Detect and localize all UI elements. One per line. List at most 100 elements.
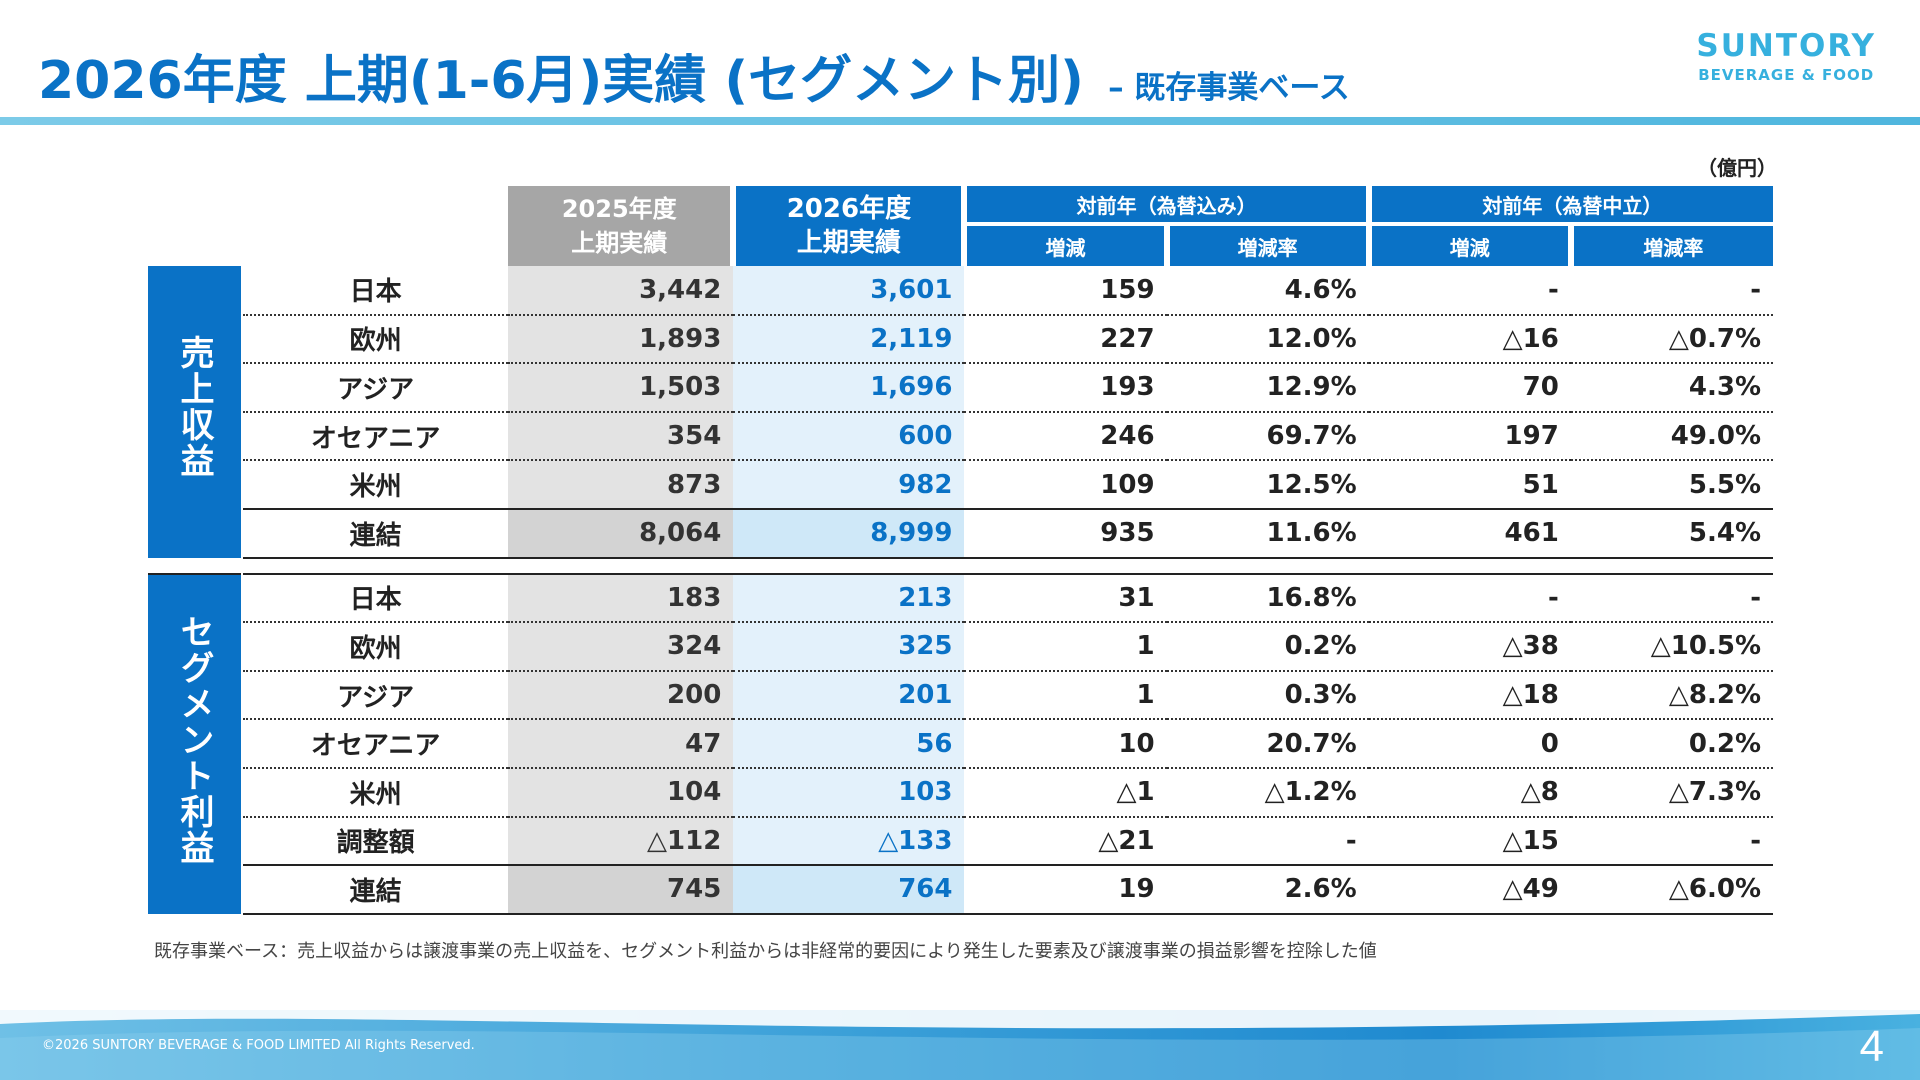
cell-change-neutral: 197 [1368,411,1571,462]
header-2026-line2: 上期実績 [796,228,901,258]
cell-change-rate-neutral: △10.5% [1570,622,1773,672]
cell-change: △21 [964,816,1167,867]
cell-2026: 56 [733,719,965,769]
cell-2026: 325 [733,622,965,672]
row-label: 米州 [242,460,509,510]
cell-2025: 873 [508,460,734,510]
row-label: 日本 [242,266,509,316]
cell-change-neutral: △18 [1368,670,1571,721]
footnote: 既存事業ベース：売上収益からは譲渡事業の売上収益を、セグメント利益からは非経常的… [154,941,1377,962]
cell-change-rate-neutral: - [1570,572,1773,624]
section-spacer [148,557,1773,574]
header-2026-line1: 2026年度 [786,194,912,224]
table-row: オセアニア 47 56 10 20.7% 0 0.2% [148,719,1773,769]
cell-change: 1 [964,670,1167,721]
cell-change-rate: 12.0% [1166,314,1369,365]
row-label: 調整額 [242,816,509,867]
cell-2025: 200 [508,670,734,721]
header-change: 増減 [964,224,1170,266]
cell-2026: 201 [733,670,965,721]
cell-change: 31 [964,572,1167,624]
section-side-label: 売上収益 [148,266,244,558]
cell-2025: 104 [508,767,734,818]
table-row: 米州 873 982 109 12.5% 51 5.5% [148,460,1773,510]
cell-change-neutral: - [1368,266,1571,316]
cell-2025: 745 [508,864,734,915]
cell-2025: 1,893 [508,314,734,365]
row-label: オセアニア [242,411,509,462]
results-table-container: 2025年度 上期実績 2026年度 上期実績 対前年（為替込み） 対前年（為替… [148,186,1773,915]
header-2026-h1: 2026年度 上期実績 [733,186,968,266]
cell-change: 10 [964,719,1167,769]
cell-change-rate-neutral: 49.0% [1570,411,1773,462]
cell-2026: 2,119 [733,314,965,365]
table-body: 売上収益 日本 3,442 3,601 159 4.6% - - 欧州 1,893 2,119 227… [148,266,1773,915]
cell-change-rate-neutral: △8.2% [1570,670,1773,721]
cell-change-rate-neutral: 4.3% [1570,363,1773,413]
table-row: アジア 200 201 1 0.3% △18 △8.2% [148,670,1773,721]
row-label: アジア [242,363,509,413]
cell-change-rate: 69.7% [1166,411,1369,462]
footer-band [0,1010,1920,1080]
cell-change-neutral: 70 [1368,363,1571,413]
row-label: 日本 [242,572,509,624]
cell-change-rate-neutral: △6.0% [1570,864,1773,915]
cell-change-rate: 0.3% [1166,670,1369,721]
cell-change: 19 [964,864,1167,915]
cell-change: 935 [964,507,1167,559]
cell-2025: 47 [508,719,734,769]
cell-2026: 982 [733,460,965,510]
cell-change-neutral: △8 [1368,767,1571,818]
page-number: 4 [1859,1022,1884,1071]
header-change-rate: 増減率 [1166,224,1372,266]
cell-change-rate: 12.5% [1166,460,1369,510]
cell-change-rate-neutral: - [1570,266,1773,316]
section-side-text: セグメント利益 [174,613,215,866]
cell-change: △1 [964,767,1167,818]
cell-change-rate: 12.9% [1166,363,1369,413]
cell-change-rate: 16.8% [1166,572,1369,624]
cell-change: 1 [964,622,1167,672]
row-label: 連結 [242,864,509,915]
cell-change-neutral: 0 [1368,719,1571,769]
cell-change-rate: 4.6% [1166,266,1369,316]
unit-label: （億円） [1697,156,1777,180]
row-label: 欧州 [242,314,509,365]
row-label: アジア [242,670,509,721]
cell-change-rate: 0.2% [1166,622,1369,672]
results-table: 2025年度 上期実績 2026年度 上期実績 対前年（為替込み） 対前年（為替… [148,186,1773,915]
cell-change: 227 [964,314,1167,365]
title-underline [0,117,1920,125]
header-2025-line1: 2025年度 [561,195,677,223]
table-row: 欧州 324 325 1 0.2% △38 △10.5% [148,622,1773,672]
cell-change-rate: 2.6% [1166,864,1369,915]
cell-change-neutral: - [1368,572,1571,624]
table-row: 調整額 △112 △133 △21- △15- [148,816,1773,867]
header-2025-line2: 上期実績 [571,229,668,257]
section-side-text: 売上収益 [174,335,215,480]
table-row: 連結 8,064 8,999 935 11.6% 461 5.4% [148,507,1773,559]
row-label: オセアニア [242,719,509,769]
row-label: 米州 [242,767,509,818]
cell-2026: 1,696 [733,363,965,413]
cell-2026: 103 [733,767,965,818]
table-row: 連結 745 764 19 2.6% △49 △6.0% [148,864,1773,915]
cell-change-neutral: △16 [1368,314,1571,365]
cell-change-neutral: △15 [1368,816,1571,867]
cell-change: 193 [964,363,1167,413]
header-yoy-fx-neutral: 対前年（為替中立） [1368,186,1773,226]
cell-change-neutral: 51 [1368,460,1571,510]
table-row: 米州 104 103 △1 △1.2% △8 △7.3% [148,767,1773,818]
cell-2025: 183 [508,572,734,624]
cell-change-rate-neutral: △0.7% [1570,314,1773,365]
page-subtitle: – 既存事業ベース [1108,70,1350,106]
cell-2025: 354 [508,411,734,462]
title-text: 2026年度 上期(1-6月)実績 (セグメント別) [38,51,1084,111]
row-label: 欧州 [242,622,509,672]
cell-change-rate-neutral: 0.2% [1570,719,1773,769]
cell-2026: △133 [733,816,965,867]
cell-2025: 1,503 [508,363,734,413]
footer-wave-decoration [0,1010,1920,1080]
header-change-neutral: 増減 [1368,224,1574,266]
cell-change-rate-neutral: - [1570,816,1773,867]
